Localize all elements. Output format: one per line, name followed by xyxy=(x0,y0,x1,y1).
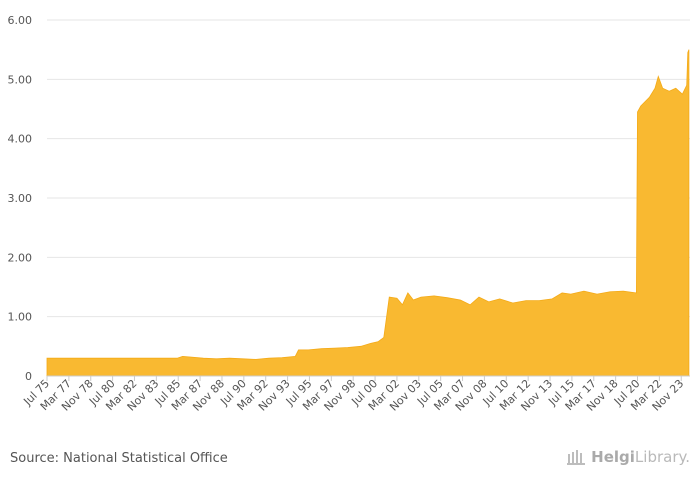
library-icon xyxy=(567,450,586,465)
y-tick-label: 5.00 xyxy=(8,73,33,86)
y-tick-label: 3.00 xyxy=(8,192,33,205)
y-tick-label: 6.00 xyxy=(8,14,33,27)
y-tick-label: 0 xyxy=(25,370,32,383)
source-note: Source: National Statistical Office xyxy=(10,451,228,466)
y-tick-label: 2.00 xyxy=(8,251,33,264)
brand-second: Library. xyxy=(634,448,690,466)
y-tick-label: 1.00 xyxy=(8,311,33,324)
helgi-library-logo: HelgiLibrary. xyxy=(567,448,690,466)
brand-first: Helgi xyxy=(591,448,635,466)
grid-lines xyxy=(47,19,690,318)
series-area-layer xyxy=(46,49,690,377)
y-axis: 0 1.00 2.00 3.00 4.00 5.00 6.00 xyxy=(8,14,33,383)
series-area xyxy=(46,49,690,377)
y-tick-label: 4.00 xyxy=(8,133,33,146)
